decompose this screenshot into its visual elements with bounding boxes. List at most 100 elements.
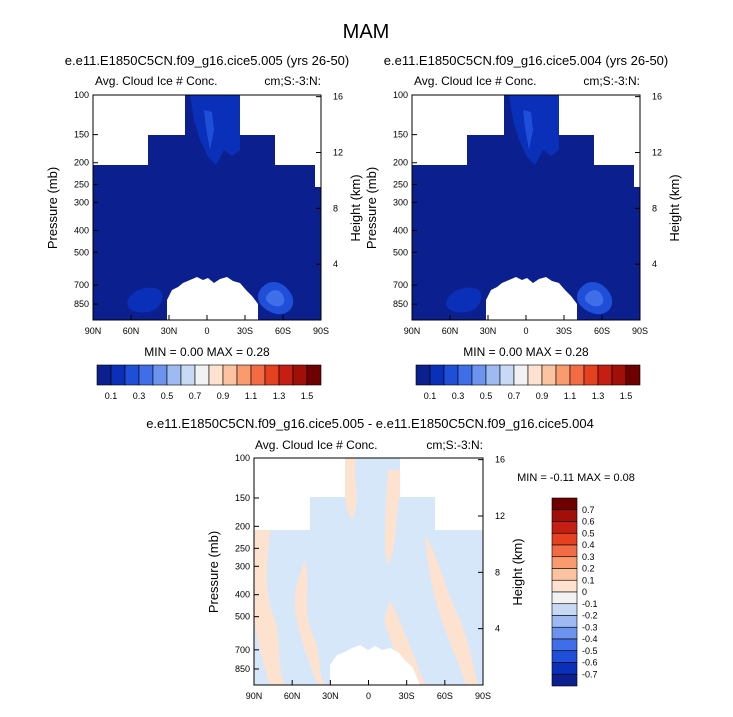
missing-upper-left	[93, 95, 185, 165]
field-sh-blob-core	[265, 290, 285, 307]
pressure-tick-label: 850	[235, 664, 250, 674]
panel-right-ylabel-right: Height (km)	[667, 174, 682, 241]
panel-left-height-axis: 16 12 8 4	[316, 92, 343, 269]
latitude-tick-label: 0	[523, 326, 528, 336]
latitude-tick-label: 60S	[594, 326, 610, 336]
panel-left-colorbar: 0.1 0.3 0.5 0.7 0.9 1.1 1.3 1.5	[96, 364, 322, 401]
height-tick-label: 12	[333, 147, 343, 157]
pressure-tick-label: 400	[235, 590, 250, 600]
pressure-tick-label: 100	[393, 90, 408, 100]
field-positive-band-nh	[254, 530, 285, 685]
pressure-tick-label: 150	[74, 130, 89, 140]
height-tick-label: 12	[495, 511, 505, 521]
colorbar-swatch	[551, 509, 578, 522]
latitude-tick-label: 30N	[322, 691, 339, 701]
field-level-0-1	[412, 95, 640, 320]
colorbar-swatch	[551, 556, 578, 569]
latitude-tick-label: 30S	[237, 326, 253, 336]
panel-diff-latitude-axis: 90N 60N 30N 0 30S 60S 90S	[246, 680, 491, 701]
latitude-tick-label: 60N	[442, 326, 459, 336]
colorbar-swatch	[551, 662, 578, 675]
pressure-tick-label: 250	[235, 543, 250, 553]
colorbar-swatch	[569, 364, 585, 386]
colorbar-label: 1.3	[592, 391, 605, 401]
panel-right-field	[412, 95, 640, 320]
colorbar-swatch	[166, 364, 182, 386]
missing-orography	[330, 645, 420, 685]
pressure-tick-label: 100	[235, 453, 250, 463]
colorbar-swatch	[443, 364, 459, 386]
colorbar-label: -0.7	[582, 669, 598, 679]
missing-orography	[167, 277, 258, 320]
panel-left-field	[93, 95, 321, 320]
latitude-tick-label: 90N	[404, 326, 421, 336]
height-tick-label: 16	[495, 455, 505, 465]
field-plume-core	[204, 110, 214, 150]
panel-left-ylabel-right: Height (km)	[348, 174, 363, 241]
pressure-tick-label: 500	[393, 247, 408, 257]
pressure-tick-label: 200	[393, 158, 408, 168]
colorbar-swatch	[96, 364, 112, 386]
pressure-tick-label: 850	[74, 299, 89, 309]
panel-left-units: cm;S:-3:N:	[264, 74, 321, 88]
pressure-tick-label: 250	[393, 180, 408, 190]
latitude-tick-label: 60N	[123, 326, 140, 336]
panel-diff-stats: MIN = -0.11 MAX = 0.08	[517, 472, 635, 484]
panel-right-title: e.e11.E1850C5CN.f09_g16.cice5.004 (yrs 2…	[384, 53, 669, 68]
colorbar-swatch	[138, 364, 154, 386]
panel-left-pressure-axis: 100 150 200 250 300 400 500 700 850	[74, 90, 98, 309]
height-tick-label: 8	[495, 567, 500, 577]
missing-orography	[486, 277, 577, 320]
field-positive-band-trop-sh	[384, 470, 400, 565]
colorbar-swatch	[250, 364, 266, 386]
colorbar-label: 0.7	[189, 391, 202, 401]
panel-diff-title: e.e11.E1850C5CN.f09_g16.cice5.005 - e.e1…	[146, 416, 594, 431]
latitude-tick-label: 90S	[632, 326, 648, 336]
latitude-tick-label: 90S	[475, 691, 491, 701]
colorbar-label: -0.3	[582, 622, 598, 632]
height-tick-label: 4	[652, 259, 657, 269]
field-nh-blob	[127, 287, 163, 313]
panel-right-units: cm;S:-3:N:	[583, 74, 640, 88]
pressure-tick-label: 700	[393, 280, 408, 290]
colorbar-label: 0.5	[161, 391, 174, 401]
latitude-tick-label: 0	[204, 326, 209, 336]
panel-right-pressure-axis: 100 150 200 250 300 400 500 700 850	[393, 90, 417, 309]
colorbar-label: -0.1	[582, 599, 598, 609]
colorbar-label: 0	[582, 587, 587, 597]
missing-upper-left	[412, 95, 504, 165]
colorbar-swatch	[555, 364, 571, 386]
colorbar-label: 0.9	[536, 391, 549, 401]
latitude-tick-label: 30N	[480, 326, 497, 336]
pressure-tick-label: 850	[393, 299, 408, 309]
colorbar-swatch	[264, 364, 280, 386]
pressure-tick-label: 300	[393, 197, 408, 207]
panel-left-variable: Avg. Cloud Ice # Conc.	[95, 74, 218, 88]
latitude-tick-label: 90N	[246, 691, 263, 701]
colorbar-swatch	[551, 603, 578, 616]
colorbar-swatch	[583, 364, 599, 386]
panel-diff-pressure-axis: 100 150 200 250 300 400 500 700 850	[235, 453, 259, 674]
colorbar-label: 1.3	[273, 391, 286, 401]
colorbar-label: 1.1	[245, 391, 258, 401]
missing-upper-right	[559, 95, 640, 187]
pressure-tick-label: 150	[393, 130, 408, 140]
colorbar-swatch	[551, 532, 578, 546]
panel-diff-ylabel-right: Height (km)	[510, 538, 525, 605]
colorbar-swatch	[551, 579, 578, 593]
colorbar-label: 0.5	[582, 528, 595, 538]
height-tick-label: 8	[652, 203, 657, 213]
pressure-tick-label: 300	[235, 561, 250, 571]
latitude-tick-label: 60S	[275, 326, 291, 336]
height-tick-label: 16	[652, 92, 662, 102]
colorbar-swatch	[551, 638, 578, 652]
panel-right-colorbar: 0.1 0.3 0.5 0.7 0.9 1.1 1.3 1.5	[415, 364, 641, 401]
colorbar-swatch	[124, 364, 140, 386]
latitude-tick-label: 90N	[85, 326, 102, 336]
colorbar-swatch	[152, 364, 168, 386]
panel-left: e.e11.E1850C5CN.f09_g16.cice5.005 (yrs 2…	[45, 53, 363, 401]
latitude-tick-label: 90S	[313, 326, 329, 336]
colorbar-label: 0.7	[508, 391, 521, 401]
colorbar-label: 0.9	[217, 391, 230, 401]
colorbar-swatch	[551, 568, 578, 581]
